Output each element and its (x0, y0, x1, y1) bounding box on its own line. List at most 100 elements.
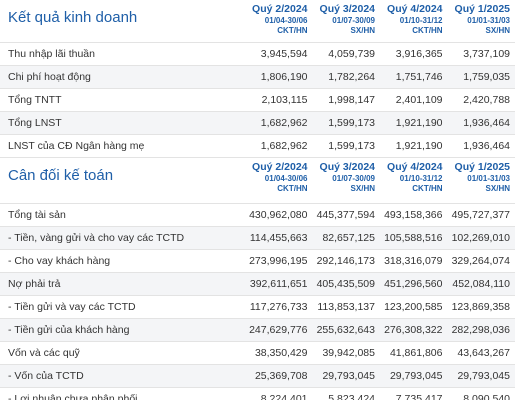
table-row: Thu nhập lãi thuần 3,945,594 4,059,739 3,91… (0, 41, 515, 66)
row-value: 1,921,190 (380, 134, 448, 158)
row-value: 41,861,806 (380, 341, 448, 365)
row-value: 1,682,962 (245, 134, 313, 158)
quarter-header[interactable]: Quý 4/2024 01/10-31/12 CKT/HN (380, 157, 448, 203)
row-value: 493,158,366 (380, 202, 448, 227)
quarter-date-range: 01/07-30/09 (332, 16, 375, 25)
row-value: 430,962,080 (245, 202, 313, 227)
row-value: 1,936,464 (447, 134, 515, 158)
row-label: Tổng TNTT (0, 88, 245, 112)
row-label: Chi phí hoạt động (0, 65, 245, 89)
row-value: 43,643,267 (447, 341, 515, 365)
row-value: 4,059,739 (312, 41, 380, 66)
row-value: 123,200,585 (380, 295, 448, 319)
row-value: 3,737,109 (447, 41, 515, 66)
row-value: 82,657,125 (312, 226, 380, 250)
row-value: 3,916,365 (380, 41, 448, 66)
quarter-name[interactable]: Quý 4/2024 (387, 3, 443, 15)
table-row: Vốn và các quỹ 38,350,429 39,942,085 41,861… (0, 341, 515, 365)
row-value: 247,629,776 (245, 318, 313, 342)
quarter-audit-status: SX/HN (485, 26, 510, 35)
row-value: 255,632,643 (312, 318, 380, 342)
row-value: 8,090,540 (447, 387, 515, 400)
quarter-name[interactable]: Quý 1/2025 (454, 160, 510, 173)
quarter-name[interactable]: Quý 2/2024 (252, 160, 308, 173)
row-label: - Vốn của TCTD (0, 364, 245, 388)
quarter-name[interactable]: Quý 3/2024 (319, 3, 375, 15)
quarter-header[interactable]: Quý 2/2024 01/04-30/06 CKT/HN (245, 157, 313, 203)
quarter-header[interactable]: Quý 1/2025 01/01-31/03 SX/HN (448, 0, 515, 42)
quarter-header[interactable]: Quý 2/2024 01/04-30/06 CKT/HN (245, 0, 313, 42)
row-value: 113,853,137 (312, 295, 380, 319)
row-value: 318,316,079 (380, 249, 448, 273)
table-row: - Vốn của TCTD 25,369,708 29,793,045 29,793… (0, 364, 515, 388)
table-row: - Lợi nhuận chưa phân phối 8,224,401 5,823… (0, 387, 515, 400)
quarter-audit-status: SX/HN (350, 183, 375, 193)
quarter-name[interactable]: Quý 1/2025 (454, 3, 510, 15)
quarter-audit-status: SX/HN (350, 26, 375, 35)
quarter-header[interactable]: Quý 3/2024 01/07-30/09 SX/HN (313, 0, 381, 42)
row-label: - Lợi nhuận chưa phân phối (0, 387, 245, 400)
row-value: 1,921,190 (380, 111, 448, 135)
quarter-date-range: 01/01-31/03 (467, 173, 510, 183)
row-value: 1,936,464 (447, 111, 515, 135)
quarter-date-range: 01/04-30/06 (264, 16, 308, 25)
quarter-date-range: 01/10-31/12 (399, 173, 443, 183)
row-value: 1,759,035 (447, 65, 515, 89)
business-results-title: Kết quả kinh doanh (8, 9, 138, 26)
row-value: 1,599,173 (312, 134, 380, 158)
quarter-name[interactable]: Quý 2/2024 (252, 3, 308, 15)
row-value: 114,455,663 (245, 226, 313, 250)
quarter-header[interactable]: Quý 1/2025 01/01-31/03 SX/HN (448, 157, 515, 203)
table-row: Tổng tài sản 430,962,080 445,377,594 493,15… (0, 202, 515, 227)
quarter-header[interactable]: Quý 4/2024 01/10-31/12 CKT/HN (380, 0, 448, 42)
row-label: Thu nhập lãi thuần (0, 41, 245, 66)
row-value: 292,146,173 (312, 249, 380, 273)
row-value: 273,996,195 (245, 249, 313, 273)
row-value: 3,945,594 (245, 41, 313, 66)
row-value: 2,401,109 (380, 88, 448, 112)
row-label: Nợ phải trả (0, 272, 245, 296)
row-value: 38,350,429 (245, 341, 313, 365)
quarter-date-range: 01/01-31/03 (467, 16, 510, 25)
row-value: 1,682,962 (245, 111, 313, 135)
row-label: - Tiền gửi của khách hàng (0, 318, 245, 342)
row-value: 392,611,651 (245, 272, 313, 296)
row-value: 451,296,560 (380, 272, 448, 296)
table-row: - Tiền gửi và vay các TCTD 117,276,733 113… (0, 295, 515, 319)
row-label: - Tiền, vàng gửi và cho vay các TCTD (0, 226, 245, 250)
row-value: 1,782,264 (312, 65, 380, 89)
quarter-date-range: 01/10-31/12 (399, 16, 443, 25)
row-value: 7,735,417 (380, 387, 448, 400)
quarter-name[interactable]: Quý 4/2024 (387, 160, 443, 173)
row-value: 102,269,010 (447, 226, 515, 250)
row-value: 105,588,516 (380, 226, 448, 250)
table-row: LNST của CĐ Ngân hàng mẹ 1,682,962 1,599,1… (0, 134, 515, 158)
row-value: 329,264,074 (447, 249, 515, 273)
row-value: 29,793,045 (312, 364, 380, 388)
balance-sheet-title: Cân đối kế toán (8, 166, 114, 184)
row-label: Vốn và các quỹ (0, 341, 245, 365)
quarter-audit-status: CKT/HN (277, 26, 308, 35)
table-row: Nợ phải trả 392,611,651 405,435,509 451,296… (0, 272, 515, 296)
row-value: 29,793,045 (380, 364, 448, 388)
row-value: 282,298,036 (447, 318, 515, 342)
row-value: 8,224,401 (245, 387, 313, 400)
quarter-header[interactable]: Quý 3/2024 01/07-30/09 SX/HN (313, 157, 381, 203)
quarter-audit-status: SX/HN (485, 183, 510, 193)
table-row: Tổng TNTT 2,103,115 1,998,147 2,401,109 2,42… (0, 88, 515, 112)
table-row: - Cho vay khách hàng 273,996,195 292,146,1… (0, 249, 515, 273)
table-row: - Tiền gửi của khách hàng 247,629,776 255,… (0, 318, 515, 342)
row-value: 39,942,085 (312, 341, 380, 365)
quarter-name[interactable]: Quý 3/2024 (319, 160, 375, 173)
row-value: 276,308,322 (380, 318, 448, 342)
table-row: Tổng LNST 1,682,962 1,599,173 1,921,190 1,93… (0, 111, 515, 135)
row-value: 25,369,708 (245, 364, 313, 388)
row-label: Tổng tài sản (0, 202, 245, 227)
row-value: 405,435,509 (312, 272, 380, 296)
quarter-audit-status: CKT/HN (412, 183, 443, 193)
row-value: 117,276,733 (245, 295, 313, 319)
quarter-audit-status: CKT/HN (412, 26, 443, 35)
row-label: Tổng LNST (0, 111, 245, 135)
row-value: 1,751,746 (380, 65, 448, 89)
row-value: 2,103,115 (245, 88, 313, 112)
